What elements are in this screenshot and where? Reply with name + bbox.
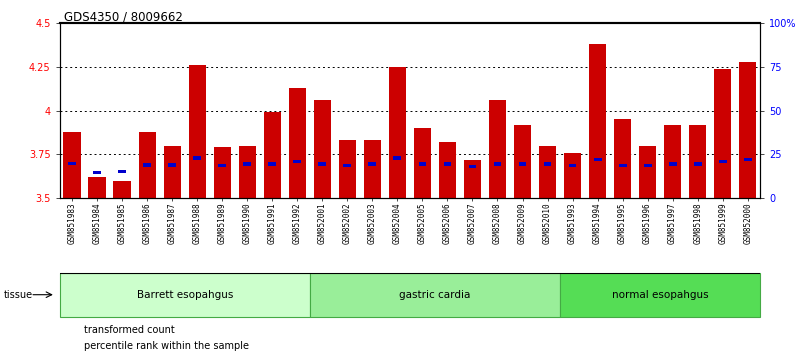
Bar (618, 164, 626, 167)
Bar (419, 162, 427, 166)
Bar (388, 67, 406, 198)
Bar (263, 112, 281, 198)
Bar (669, 162, 677, 166)
Bar (68, 162, 76, 165)
Bar (189, 65, 206, 198)
Bar (314, 100, 331, 198)
Text: percentile rank within the sample: percentile rank within the sample (84, 341, 248, 351)
Bar (364, 141, 381, 198)
Bar (689, 125, 706, 198)
Bar (163, 146, 181, 198)
Bar (114, 181, 131, 198)
Bar (268, 162, 276, 166)
Bar (739, 62, 756, 198)
Bar (714, 69, 732, 198)
Bar (644, 164, 652, 167)
Bar (218, 164, 226, 167)
Bar (143, 163, 151, 166)
Bar (489, 100, 506, 198)
Text: normal esopahgus: normal esopahgus (612, 290, 708, 300)
Bar (393, 156, 401, 160)
Text: Barrett esopahgus: Barrett esopahgus (137, 290, 233, 300)
Bar (693, 162, 701, 166)
Bar (564, 153, 581, 198)
Bar (318, 162, 326, 166)
Bar (193, 156, 201, 160)
FancyBboxPatch shape (60, 273, 310, 317)
Bar (544, 162, 552, 166)
Bar (343, 164, 351, 167)
FancyBboxPatch shape (310, 273, 560, 317)
Bar (568, 164, 576, 167)
Bar (64, 132, 81, 198)
Bar (443, 162, 451, 166)
Bar (168, 163, 176, 166)
Bar (244, 162, 252, 166)
Bar (294, 160, 302, 163)
Bar (664, 125, 681, 198)
Bar (594, 158, 602, 161)
Bar (213, 147, 231, 198)
Text: GDS4350 / 8009662: GDS4350 / 8009662 (64, 11, 182, 24)
Bar (239, 146, 256, 198)
Bar (119, 170, 127, 173)
Bar (139, 132, 156, 198)
Bar (464, 160, 482, 198)
Bar (513, 125, 531, 198)
Bar (743, 158, 751, 161)
Bar (338, 141, 356, 198)
Bar (589, 44, 607, 198)
Bar (93, 171, 101, 175)
Text: transformed count: transformed count (84, 325, 174, 335)
Bar (518, 162, 526, 166)
Bar (719, 160, 727, 163)
Bar (614, 119, 631, 198)
Bar (88, 177, 106, 198)
Bar (494, 162, 501, 166)
Bar (469, 165, 477, 168)
Bar (439, 142, 456, 198)
Bar (289, 88, 306, 198)
Bar (414, 128, 431, 198)
Text: tissue: tissue (4, 290, 33, 300)
FancyBboxPatch shape (560, 273, 760, 317)
Bar (539, 146, 556, 198)
Text: gastric cardia: gastric cardia (400, 290, 470, 300)
Bar (369, 162, 377, 166)
Bar (639, 146, 657, 198)
